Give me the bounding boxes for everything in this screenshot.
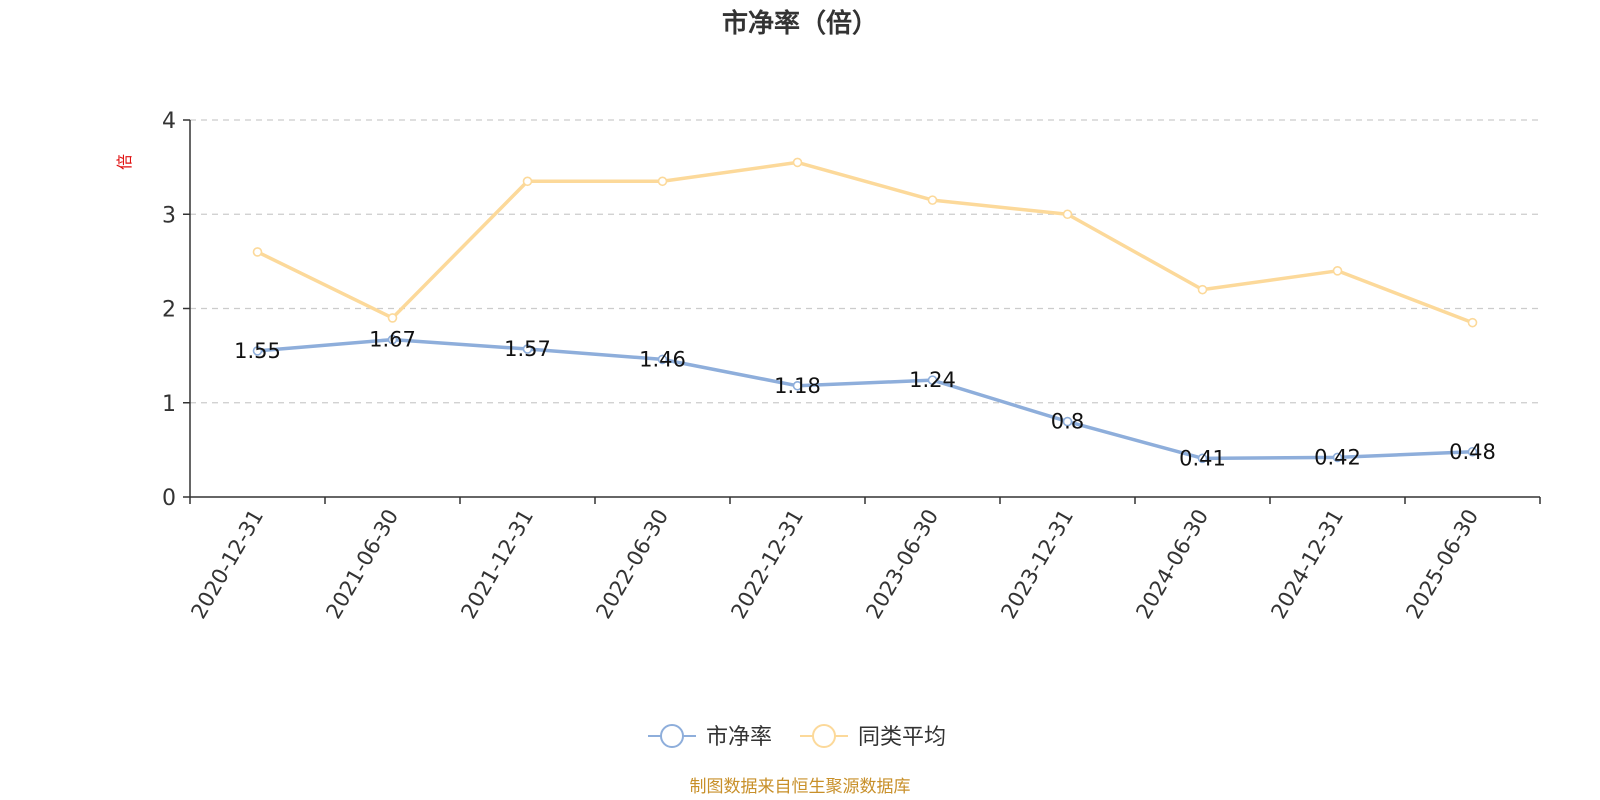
x-tick-label: 2022-06-30 bbox=[591, 505, 673, 623]
data-point bbox=[522, 176, 533, 187]
series bbox=[252, 157, 1478, 464]
chart-title: 市净率（倍） bbox=[722, 8, 878, 39]
legend-marker bbox=[660, 724, 684, 748]
x-tick-label: 2023-12-31 bbox=[996, 505, 1078, 623]
legend-marker bbox=[812, 724, 836, 748]
series-line bbox=[256, 160, 1474, 325]
data-point bbox=[522, 344, 533, 354]
data-label: 0.48 bbox=[1449, 440, 1496, 464]
data-point bbox=[927, 195, 938, 205]
x-tick-label: 2025-06-30 bbox=[1401, 505, 1483, 623]
data-label: 0.41 bbox=[1179, 446, 1226, 470]
data-label: 1.24 bbox=[909, 368, 956, 392]
data-point bbox=[387, 313, 398, 323]
legend-item[interactable]: 市净率 bbox=[648, 724, 772, 750]
x-tick-label: 2024-06-30 bbox=[1131, 505, 1213, 623]
data-point bbox=[252, 247, 263, 257]
x-tick-label: 2024-12-31 bbox=[1266, 505, 1348, 623]
data-label: 0.42 bbox=[1314, 445, 1361, 469]
data-point bbox=[1332, 265, 1343, 276]
y-tick-label: 1 bbox=[162, 392, 176, 417]
x-tick-label: 2020-12-31 bbox=[186, 505, 268, 623]
data-labels: 1.55 1.67 1.57 1.46 1.18 1.24 0.8 0.41 0.42 0.48 bbox=[234, 328, 1496, 471]
data-point bbox=[792, 157, 803, 168]
data-label: 1.18 bbox=[774, 374, 821, 398]
axes: 0 1 2 3 4 2020-12-31 2021-06-30 2021-12-31 2022-… bbox=[162, 109, 1541, 623]
data-label: 1.57 bbox=[504, 337, 551, 361]
data-label: 1.67 bbox=[369, 328, 416, 352]
data-label: 0.8 bbox=[1051, 410, 1084, 434]
source-footer: 制图数据来自恒生聚源数据库 bbox=[690, 777, 911, 797]
y-tick-label: 4 bbox=[162, 109, 176, 134]
data-point bbox=[1467, 317, 1478, 328]
data-point bbox=[927, 375, 938, 385]
legend-label: 同类平均 bbox=[858, 725, 946, 750]
y-axis-unit: 倍 bbox=[115, 154, 134, 170]
y-tick-label: 2 bbox=[162, 298, 176, 323]
x-tick-label: 2021-12-31 bbox=[456, 505, 538, 623]
x-tick-label: 2021-06-30 bbox=[321, 505, 403, 623]
gridlines bbox=[190, 119, 1540, 404]
x-tick-label: 2023-06-30 bbox=[861, 505, 943, 623]
y-tick-label: 3 bbox=[162, 203, 176, 228]
data-point bbox=[252, 346, 263, 356]
data-point bbox=[1197, 284, 1208, 295]
legend-label: 市净率 bbox=[706, 725, 772, 750]
data-label: 1.46 bbox=[639, 347, 686, 371]
legend-item[interactable]: 同类平均 bbox=[800, 724, 946, 750]
data-point bbox=[1197, 453, 1208, 464]
data-point bbox=[657, 354, 668, 365]
data-point bbox=[1467, 446, 1478, 457]
data-label: 1.55 bbox=[234, 339, 281, 363]
data-point bbox=[1062, 416, 1073, 427]
x-tick-label: 2022-12-31 bbox=[726, 505, 808, 623]
series-line bbox=[257, 337, 1473, 461]
y-tick-label: 0 bbox=[162, 486, 176, 511]
legend[interactable]: 市净率 同类平均 bbox=[648, 724, 946, 750]
data-point bbox=[1062, 209, 1073, 220]
data-point bbox=[1332, 452, 1343, 463]
data-point bbox=[387, 334, 398, 345]
data-point bbox=[657, 176, 668, 187]
data-point bbox=[792, 380, 803, 391]
